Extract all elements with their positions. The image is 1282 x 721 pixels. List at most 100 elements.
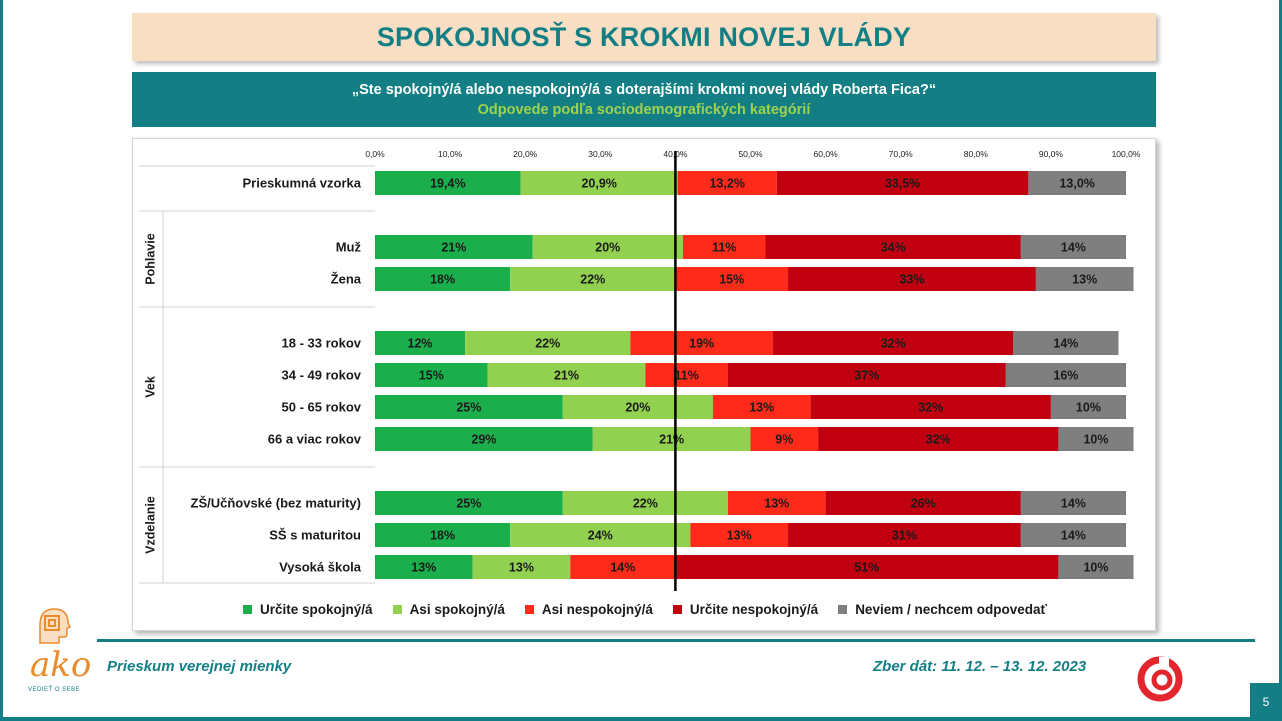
- data-label: 22%: [633, 497, 658, 511]
- data-label: 15%: [419, 369, 444, 383]
- bar-segment: [465, 331, 631, 355]
- title-banner: SPOKOJNOSŤ S KROKMI NOVEJ VLÁDY: [132, 13, 1156, 61]
- data-label: 51%: [854, 561, 879, 575]
- bar-segment: [592, 427, 751, 451]
- bar-segment: [825, 491, 1021, 515]
- data-label: 26%: [911, 497, 936, 511]
- x-tick-label: 10,0%: [438, 149, 463, 159]
- bar-segment: [375, 427, 593, 451]
- bar-segment: [1035, 267, 1134, 291]
- data-label: 31%: [892, 529, 917, 543]
- row-label: Prieskumná vzorka: [242, 176, 361, 191]
- data-label: 13%: [509, 561, 534, 575]
- question-text: „Ste spokojný/á alebo nespokojný/á s dot…: [351, 81, 937, 98]
- legend-swatch: [243, 604, 253, 614]
- data-label: 14%: [610, 561, 635, 575]
- bar-segment: [472, 555, 571, 579]
- data-label: 13,2%: [709, 177, 744, 191]
- bar-segment: [1058, 427, 1134, 451]
- legend-label: Určite spokojný/á: [260, 601, 373, 617]
- bar-segment: [690, 523, 789, 547]
- data-label: 11%: [674, 369, 698, 383]
- bar-segment: [375, 491, 563, 515]
- legend-label: Neviem / nechcem odpovedať: [855, 601, 1047, 617]
- bar-segment: [645, 363, 728, 387]
- chart-panel: 0,0%10,0%20,0%30,0%40,0%50,0%60,0%70,0%8…: [132, 138, 1156, 631]
- page-title: SPOKOJNOSŤ S KROKMI NOVEJ VLÁDY: [376, 21, 912, 52]
- data-label: 20,9%: [581, 177, 616, 191]
- data-label: 21%: [441, 241, 466, 255]
- x-tick-label: 20,0%: [513, 149, 538, 159]
- row-label: Muž: [336, 240, 362, 255]
- row-label: Žena: [331, 272, 362, 287]
- data-label: 21%: [659, 433, 684, 447]
- x-tick-label: 60,0%: [814, 149, 839, 159]
- bar-segment: [675, 555, 1059, 579]
- bar-segment: [510, 523, 691, 547]
- data-label: 13%: [764, 497, 789, 511]
- bar-segment: [510, 267, 676, 291]
- data-label: 14%: [1053, 337, 1078, 351]
- row-label: SŠ s maturitou: [269, 528, 361, 543]
- data-label: 13%: [1072, 273, 1097, 287]
- question-banner: „Ste spokojný/á alebo nespokojný/á s dot…: [132, 72, 1156, 127]
- data-label: 14%: [1061, 497, 1086, 511]
- data-label: 15%: [719, 273, 744, 287]
- chart-legend: Určite spokojný/á Asi spokojný/á Asi nespo…: [133, 597, 1157, 621]
- stacked-bar-chart: 0,0%10,0%20,0%30,0%40,0%50,0%60,0%70,0%8…: [139, 149, 1141, 591]
- data-label: 20%: [625, 401, 650, 415]
- ako-head-icon: [39, 608, 72, 644]
- bar-segment: [570, 555, 676, 579]
- bar-segment: [765, 235, 1021, 259]
- legend-item: Asi spokojný/á: [392, 602, 505, 617]
- bar-segment: [788, 523, 1021, 547]
- ako-logo-tagline: VEDIEŤ O SEBE: [28, 687, 81, 693]
- data-label: 10%: [1083, 433, 1108, 447]
- footer-divider: [97, 639, 1255, 642]
- frame-bottom: [0, 717, 1282, 721]
- legend-swatch: [392, 604, 402, 614]
- data-label: 10%: [1083, 561, 1108, 575]
- group-label: Vek: [143, 376, 157, 398]
- legend-item: Neviem / nechcem odpovedať: [838, 602, 1047, 617]
- data-label: 14%: [1061, 241, 1086, 255]
- data-label: 25%: [456, 497, 481, 511]
- legend-swatch: [672, 604, 682, 614]
- bar-segment: [1050, 395, 1126, 419]
- bar-segment: [712, 395, 811, 419]
- data-label: 33%: [899, 273, 924, 287]
- data-label: 21%: [554, 369, 579, 383]
- x-tick-label: 100,0%: [1112, 149, 1141, 159]
- data-label: 13%: [749, 401, 774, 415]
- bar-segment: [677, 171, 777, 195]
- data-label: 37%: [854, 369, 879, 383]
- data-label: 18%: [430, 529, 455, 543]
- legend-item: Určite nespokojný/á: [672, 601, 819, 617]
- group-label: Vzdelanie: [143, 496, 157, 554]
- bar-segment: [1058, 555, 1134, 579]
- bar-segment: [562, 395, 713, 419]
- bar-segment: [1013, 331, 1119, 355]
- x-tick-label: 90,0%: [1039, 149, 1064, 159]
- legend-label: Asi nespokojný/á: [541, 601, 653, 617]
- group-label: Pohlavie: [143, 233, 157, 284]
- row-label: 18 - 33 rokov: [282, 336, 362, 351]
- data-label: 14%: [1061, 529, 1086, 543]
- bar-segment: [727, 363, 1006, 387]
- data-label: 29%: [471, 433, 496, 447]
- data-label: 32%: [881, 337, 906, 351]
- bar-segment: [788, 267, 1036, 291]
- data-label: 9%: [775, 433, 793, 447]
- bar-segment: [1020, 491, 1126, 515]
- bar-segment: [810, 395, 1051, 419]
- data-label: 20%: [595, 241, 620, 255]
- ako-logo: ako VEDIEŤ O SEBE: [22, 603, 102, 703]
- data-label: 13%: [727, 529, 752, 543]
- bar-segment: [776, 171, 1029, 195]
- frame-left: [0, 0, 3, 721]
- sponsor-logo: [1131, 655, 1189, 703]
- x-tick-label: 30,0%: [588, 149, 613, 159]
- data-label: 16%: [1053, 369, 1078, 383]
- bar-segment: [1020, 235, 1126, 259]
- legend-label: Určite nespokojný/á: [689, 601, 819, 617]
